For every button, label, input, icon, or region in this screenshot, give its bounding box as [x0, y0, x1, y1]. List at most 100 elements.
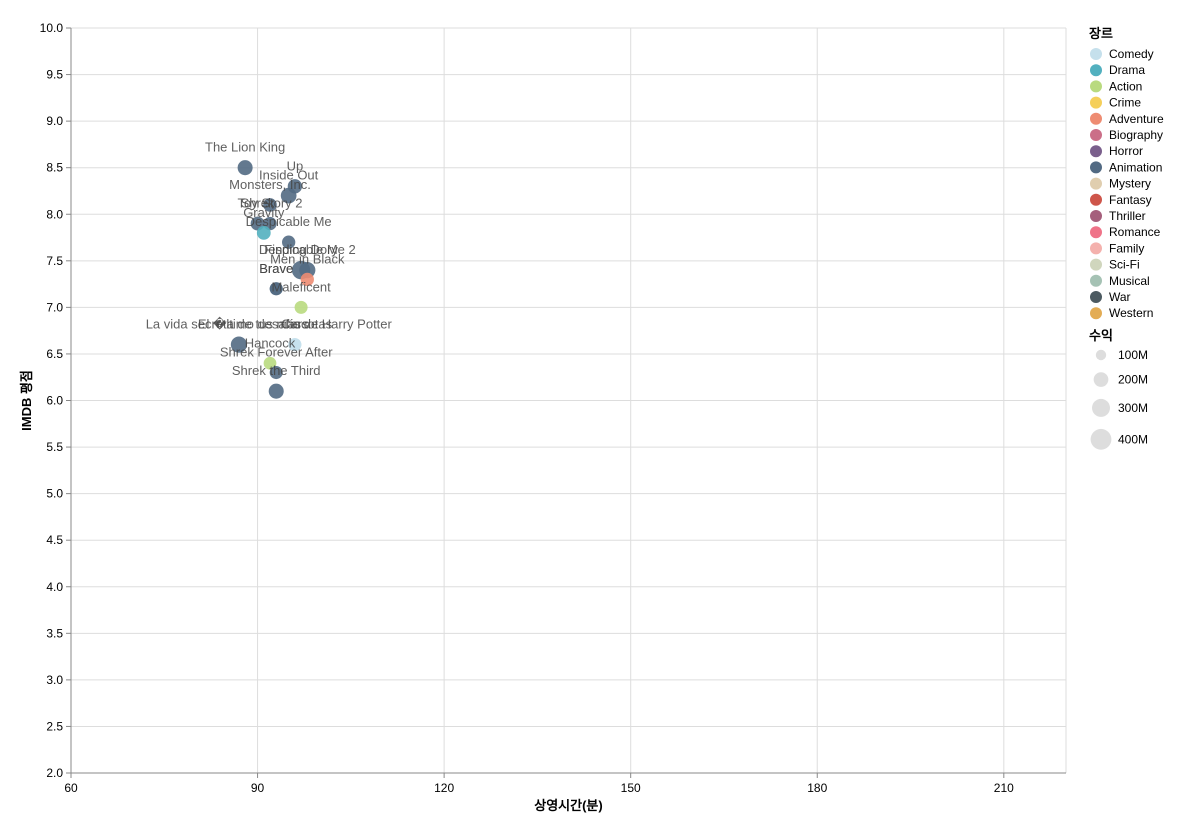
point-label: Brave	[259, 261, 293, 276]
point-label: Gravity	[243, 205, 285, 220]
point-label: Despicable Me 2	[259, 242, 356, 257]
point-label: Cars	[281, 317, 309, 332]
y-tick-label: 9.5	[46, 68, 63, 82]
y-tick-label: 8.5	[46, 161, 63, 175]
legend-swatch	[1090, 307, 1102, 320]
data-point	[269, 282, 283, 296]
size-legend-swatch	[1095, 349, 1107, 361]
data-point	[237, 160, 253, 176]
point-label: Inside Out	[259, 168, 319, 183]
legend-swatch	[1090, 161, 1102, 174]
size-legend-label: 300M	[1118, 401, 1148, 415]
legend-label: Adventure	[1109, 112, 1164, 126]
y-tick-label: 9.0	[46, 114, 63, 128]
y-tick-label: 6.0	[46, 394, 63, 408]
point-label: El �ltimo desafío de Harry Potter	[198, 317, 393, 332]
y-tick-label: 7.5	[46, 254, 63, 268]
legend-swatch	[1090, 210, 1102, 222]
data-point	[280, 187, 297, 204]
point-label: Despicable Me	[246, 214, 332, 229]
data-point	[268, 383, 284, 399]
data-points	[230, 160, 316, 399]
point-label: Hancock	[245, 335, 296, 350]
point-label: Maleficent	[271, 279, 331, 294]
size-legend-title: 수익	[1089, 328, 1113, 343]
y-axis-title: IMDB 평점	[19, 370, 34, 431]
legend-swatch	[1090, 80, 1102, 93]
y-tick-label: 7.0	[46, 300, 63, 314]
size-legend-items: 100M 200M 300M 400M	[1090, 348, 1148, 450]
point-label: Up	[287, 158, 304, 173]
legend-swatch	[1090, 177, 1102, 190]
point-label: Shrek Forever After	[220, 345, 333, 360]
legend-swatch	[1090, 291, 1102, 303]
legend-swatch	[1090, 242, 1102, 255]
x-tick-label: 210	[994, 781, 1014, 795]
y-tick-label: 4.0	[46, 580, 63, 594]
legend-swatch	[1090, 112, 1102, 125]
x-ticks: 60 90 120 150 180 210	[64, 773, 1014, 795]
legend-label: Thriller	[1109, 209, 1146, 223]
legend-swatch	[1090, 96, 1102, 109]
y-tick-label: 2.0	[46, 766, 63, 780]
legend-swatch	[1090, 274, 1102, 287]
size-legend-swatch	[1091, 398, 1111, 417]
data-point	[299, 262, 316, 279]
legend-label: Comedy	[1109, 47, 1154, 61]
y-tick-label: 10.0	[40, 21, 64, 35]
y-tick-label: 3.0	[46, 673, 63, 687]
data-point	[288, 338, 302, 352]
legend-label: Animation	[1109, 160, 1162, 174]
point-label: Shrek the Third	[232, 363, 321, 378]
x-tick-label: 150	[621, 781, 641, 795]
legend-swatch	[1090, 64, 1102, 77]
size-legend-swatch	[1090, 428, 1112, 450]
point-label: The Lion King	[205, 140, 285, 155]
data-point	[300, 272, 314, 287]
data-point	[230, 336, 247, 353]
data-point	[269, 366, 283, 380]
y-tick-label: 5.5	[46, 440, 63, 454]
point-label: Brave	[259, 261, 293, 276]
legend-label: War	[1109, 290, 1131, 304]
legend-swatch	[1090, 129, 1102, 141]
legend-label: Mystery	[1109, 177, 1151, 191]
color-legend-title: 장르	[1089, 26, 1113, 41]
size-legend-label: 200M	[1118, 373, 1148, 387]
legend-label: Biography	[1109, 128, 1163, 142]
y-tick-label: 8.0	[46, 207, 63, 221]
x-tick-label: 90	[251, 781, 265, 795]
legend-label: Action	[1109, 79, 1142, 93]
legend-label: Crime	[1109, 96, 1141, 110]
point-label: Shrek	[241, 196, 275, 211]
y-tick-label: 5.0	[46, 487, 63, 501]
legend-swatch	[1090, 258, 1102, 271]
point-label: Men in Black	[270, 251, 345, 266]
size-legend-label: 100M	[1118, 348, 1148, 362]
y-ticks: 2.0 2.5 3.0 3.5 4.0 4.5 5.0 5.5 6.0 6.5 7.0 7.5 8.0 8…	[40, 21, 71, 780]
x-tick-label: 180	[807, 781, 827, 795]
y-tick-label: 2.5	[46, 719, 63, 733]
legend-label: Western	[1109, 306, 1153, 320]
y-tick-label: 4.5	[46, 533, 63, 547]
x-axis-title: 상영시간(분)	[534, 798, 602, 813]
point-label: Monsters, Inc.	[229, 177, 311, 192]
legend-label: Drama	[1109, 63, 1145, 77]
y-tick-label: 3.5	[46, 626, 63, 640]
legend-swatch	[1090, 226, 1102, 239]
color-legend-items: Comedy Drama Action Crime Adventure Biography…	[1090, 47, 1164, 320]
data-point	[263, 356, 277, 370]
legend-swatch	[1090, 145, 1102, 158]
y-tick-label: 6.5	[46, 347, 63, 361]
size-legend-swatch	[1093, 372, 1109, 387]
point-label: La vida secreta de tus mascotas	[146, 317, 333, 332]
legend-label: Family	[1109, 241, 1144, 255]
size-legend-label: 400M	[1118, 432, 1148, 446]
legend-label: Sci-Fi	[1109, 258, 1140, 272]
legend-label: Romance	[1109, 225, 1161, 239]
point-label: Finding Dory	[264, 242, 338, 257]
data-point	[263, 198, 277, 212]
data-point	[256, 225, 271, 240]
